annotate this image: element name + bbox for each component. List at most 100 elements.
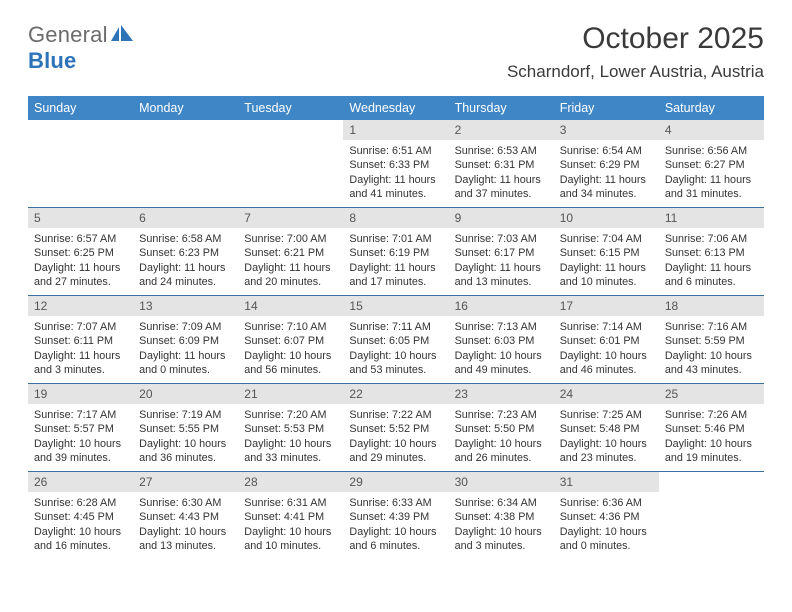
sunrise-line: Sunrise: 6:30 AM <box>139 497 221 509</box>
day-number-cell: 31 <box>554 472 659 493</box>
daylight-line: Daylight: 11 hours and 31 minutes. <box>665 174 751 200</box>
sunrise-line: Sunrise: 7:00 AM <box>244 233 326 245</box>
daylight-line: Daylight: 11 hours and 34 minutes. <box>560 174 646 200</box>
sunset-line: Sunset: 5:48 PM <box>560 423 640 435</box>
day-info-cell: Sunrise: 7:25 AMSunset: 5:48 PMDaylight:… <box>554 404 659 472</box>
sunset-line: Sunset: 6:33 PM <box>349 159 429 171</box>
sunrise-line: Sunrise: 6:58 AM <box>139 233 221 245</box>
sunset-line: Sunset: 6:23 PM <box>139 247 219 259</box>
day-info-cell: Sunrise: 7:22 AMSunset: 5:52 PMDaylight:… <box>343 404 448 472</box>
sunset-line: Sunset: 6:17 PM <box>455 247 535 259</box>
sunrise-line: Sunrise: 7:26 AM <box>665 409 747 421</box>
daylight-line: Daylight: 10 hours and 19 minutes. <box>665 438 752 464</box>
daylight-line: Daylight: 10 hours and 26 minutes. <box>455 438 542 464</box>
daylight-line: Daylight: 11 hours and 10 minutes. <box>560 262 646 288</box>
sunrise-line: Sunrise: 7:14 AM <box>560 321 642 333</box>
sunrise-line: Sunrise: 7:13 AM <box>455 321 537 333</box>
day-info-cell: Sunrise: 6:31 AMSunset: 4:41 PMDaylight:… <box>238 492 343 559</box>
day-number-cell <box>659 472 764 493</box>
day-number-cell: 29 <box>343 472 448 493</box>
sunrise-line: Sunrise: 7:01 AM <box>349 233 431 245</box>
sunrise-line: Sunrise: 6:53 AM <box>455 145 537 157</box>
day-info-cell: Sunrise: 6:51 AMSunset: 6:33 PMDaylight:… <box>343 140 448 208</box>
day-number-cell: 9 <box>449 208 554 229</box>
info-row: Sunrise: 6:57 AMSunset: 6:25 PMDaylight:… <box>28 228 764 296</box>
title-block: October 2025 Scharndorf, Lower Austria, … <box>507 22 764 82</box>
sunset-line: Sunset: 6:07 PM <box>244 335 324 347</box>
daynum-row: 262728293031 <box>28 472 764 493</box>
sunrise-line: Sunrise: 6:33 AM <box>349 497 431 509</box>
day-info-cell: Sunrise: 6:36 AMSunset: 4:36 PMDaylight:… <box>554 492 659 559</box>
daylight-line: Daylight: 10 hours and 10 minutes. <box>244 526 331 552</box>
sunset-line: Sunset: 6:09 PM <box>139 335 219 347</box>
day-info-cell: Sunrise: 6:56 AMSunset: 6:27 PMDaylight:… <box>659 140 764 208</box>
daylight-line: Daylight: 10 hours and 49 minutes. <box>455 350 542 376</box>
day-number-cell: 11 <box>659 208 764 229</box>
sunset-line: Sunset: 6:13 PM <box>665 247 745 259</box>
day-number-cell: 10 <box>554 208 659 229</box>
sunset-line: Sunset: 6:21 PM <box>244 247 324 259</box>
sunrise-line: Sunrise: 7:19 AM <box>139 409 221 421</box>
daynum-row: 12131415161718 <box>28 296 764 317</box>
sunset-line: Sunset: 4:38 PM <box>455 511 535 523</box>
sunset-line: Sunset: 6:15 PM <box>560 247 640 259</box>
day-info-cell: Sunrise: 7:23 AMSunset: 5:50 PMDaylight:… <box>449 404 554 472</box>
day-number-cell: 30 <box>449 472 554 493</box>
day-info-cell: Sunrise: 7:07 AMSunset: 6:11 PMDaylight:… <box>28 316 133 384</box>
day-info-cell: Sunrise: 7:09 AMSunset: 6:09 PMDaylight:… <box>133 316 238 384</box>
day-info-cell: Sunrise: 7:10 AMSunset: 6:07 PMDaylight:… <box>238 316 343 384</box>
day-number-cell: 12 <box>28 296 133 317</box>
sunrise-line: Sunrise: 7:10 AM <box>244 321 326 333</box>
col-friday: Friday <box>554 96 659 120</box>
day-info-cell: Sunrise: 7:20 AMSunset: 5:53 PMDaylight:… <box>238 404 343 472</box>
month-title: October 2025 <box>507 22 764 56</box>
day-number-cell: 26 <box>28 472 133 493</box>
sunrise-line: Sunrise: 6:56 AM <box>665 145 747 157</box>
daylight-line: Daylight: 10 hours and 39 minutes. <box>34 438 121 464</box>
daylight-line: Daylight: 11 hours and 24 minutes. <box>139 262 225 288</box>
day-info-cell: Sunrise: 7:11 AMSunset: 6:05 PMDaylight:… <box>343 316 448 384</box>
day-number-cell: 2 <box>449 120 554 140</box>
day-info-cell: Sunrise: 6:54 AMSunset: 6:29 PMDaylight:… <box>554 140 659 208</box>
logo-sails-icon <box>110 22 134 48</box>
day-number-cell: 8 <box>343 208 448 229</box>
sunrise-line: Sunrise: 7:09 AM <box>139 321 221 333</box>
info-row: Sunrise: 6:51 AMSunset: 6:33 PMDaylight:… <box>28 140 764 208</box>
daylight-line: Daylight: 11 hours and 37 minutes. <box>455 174 541 200</box>
sunset-line: Sunset: 4:43 PM <box>139 511 219 523</box>
day-number-cell: 25 <box>659 384 764 405</box>
day-info-cell: Sunrise: 6:53 AMSunset: 6:31 PMDaylight:… <box>449 140 554 208</box>
daylight-line: Daylight: 11 hours and 6 minutes. <box>665 262 751 288</box>
sunrise-line: Sunrise: 7:07 AM <box>34 321 116 333</box>
daylight-line: Daylight: 10 hours and 13 minutes. <box>139 526 226 552</box>
day-info-cell: Sunrise: 7:04 AMSunset: 6:15 PMDaylight:… <box>554 228 659 296</box>
sunset-line: Sunset: 6:11 PM <box>34 335 113 347</box>
sunset-line: Sunset: 5:55 PM <box>139 423 219 435</box>
day-number-cell: 27 <box>133 472 238 493</box>
sunset-line: Sunset: 4:45 PM <box>34 511 114 523</box>
calendar-page: General Blue October 2025 Scharndorf, Lo… <box>0 0 792 559</box>
day-info-cell: Sunrise: 6:30 AM Sunset: 4:43 PM Daylight:… <box>133 492 238 559</box>
sunrise-line: Sunrise: 7:03 AM <box>455 233 537 245</box>
day-info-cell: Sunrise: 6:57 AMSunset: 6:25 PMDaylight:… <box>28 228 133 296</box>
day-info-cell: Sunrise: 6:33 AMSunset: 4:39 PMDaylight:… <box>343 492 448 559</box>
day-info-cell: Sunrise: 7:00 AMSunset: 6:21 PMDaylight:… <box>238 228 343 296</box>
day-number-cell <box>133 120 238 140</box>
day-number-cell: 6 <box>133 208 238 229</box>
daylight-line: Daylight: 11 hours and 41 minutes. <box>349 174 435 200</box>
logo-word-blue: Blue <box>28 48 76 73</box>
sunrise-line: Sunrise: 7:11 AM <box>349 321 430 333</box>
sunset-line: Sunset: 5:59 PM <box>665 335 745 347</box>
sunrise-line: Sunrise: 7:23 AM <box>455 409 537 421</box>
sunset-line: Sunset: 4:39 PM <box>349 511 429 523</box>
daynum-row: 19202122232425 <box>28 384 764 405</box>
day-number-cell: 5 <box>28 208 133 229</box>
daylight-line: Daylight: 10 hours and 16 minutes. <box>34 526 121 552</box>
weekday-header-row: Sunday Monday Tuesday Wednesday Thursday… <box>28 96 764 120</box>
sunrise-line: Sunrise: 7:16 AM <box>665 321 747 333</box>
day-info-cell <box>659 492 764 559</box>
day-info-cell <box>133 140 238 208</box>
day-number-cell: 24 <box>554 384 659 405</box>
sunrise-line: Sunrise: 6:57 AM <box>34 233 116 245</box>
daylight-line: Daylight: 10 hours and 3 minutes. <box>455 526 542 552</box>
